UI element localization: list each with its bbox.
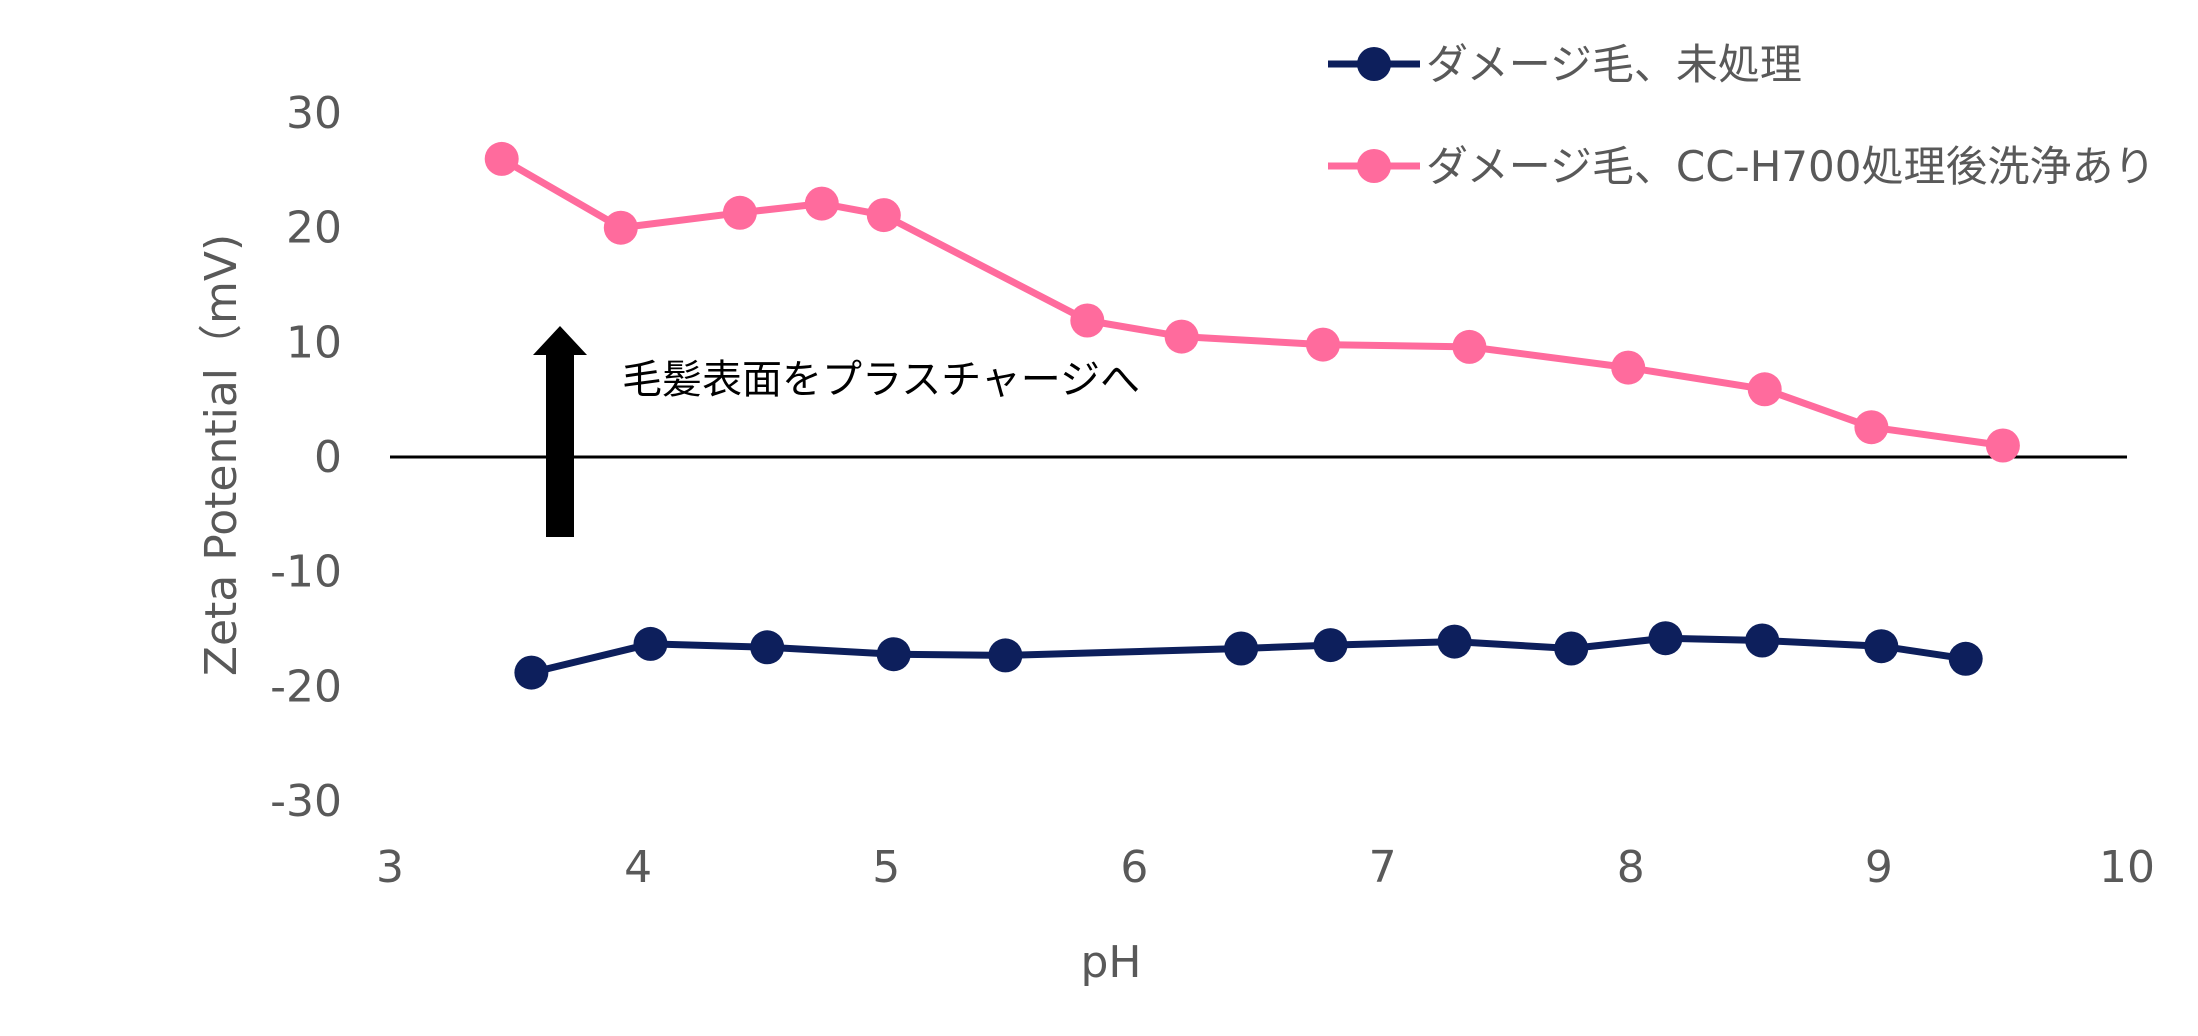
series-0 xyxy=(514,621,1983,690)
data-point xyxy=(603,210,638,245)
data-point xyxy=(1747,372,1782,407)
data-point xyxy=(988,638,1023,673)
y-axis-title: Zeta Potential（mV) xyxy=(196,234,247,676)
y-tick-label: -30 xyxy=(270,776,342,827)
up-arrow-icon xyxy=(533,326,587,537)
data-point xyxy=(866,198,901,233)
data-point xyxy=(1452,329,1487,364)
data-point xyxy=(750,630,785,665)
legend: ダメージ毛、未処理 ダメージ毛、CC-H700処理後洗浄あり xyxy=(1328,40,2155,191)
data-point xyxy=(1437,624,1472,659)
data-point xyxy=(1745,623,1780,658)
x-tick-label: 6 xyxy=(1120,842,1148,893)
data-point xyxy=(1306,327,1340,362)
legend-item-treated: ダメージ毛、CC-H700処理後洗浄あり xyxy=(1328,142,2155,191)
x-tick-label: 5 xyxy=(872,842,900,893)
y-tick-label: 10 xyxy=(286,317,342,368)
data-point xyxy=(1070,303,1105,338)
y-tick-label: -20 xyxy=(270,661,342,712)
y-tick-label: -10 xyxy=(270,547,342,598)
data-point xyxy=(1224,631,1259,666)
series-1 xyxy=(484,141,2020,463)
data-point xyxy=(1164,319,1199,354)
data-point xyxy=(876,637,911,672)
y-axis-tick-labels: 30 20 10 0 -10 -20 -30 xyxy=(270,88,342,827)
data-point xyxy=(1864,629,1899,664)
x-tick-label: 10 xyxy=(2099,842,2155,893)
x-axis-title: pH xyxy=(1080,937,1141,988)
data-point xyxy=(1313,628,1348,663)
annotation: 毛髪表面をプラスチャージへ xyxy=(533,326,1140,537)
data-point xyxy=(722,195,757,230)
legend-marker-treated xyxy=(1357,149,1391,183)
legend-item-untreated: ダメージ毛、未処理 xyxy=(1328,40,1802,89)
x-tick-label: 7 xyxy=(1369,842,1397,893)
data-point xyxy=(1611,350,1646,385)
x-tick-label: 9 xyxy=(1865,842,1893,893)
data-point xyxy=(514,655,549,690)
legend-label-untreated: ダメージ毛、未処理 xyxy=(1426,40,1802,89)
data-point xyxy=(1948,641,1983,676)
data-point xyxy=(1648,621,1683,656)
series-layer xyxy=(484,141,2020,690)
data-point xyxy=(633,626,668,661)
data-point xyxy=(1854,410,1889,445)
y-tick-label: 20 xyxy=(286,203,342,254)
legend-marker-untreated xyxy=(1357,47,1391,81)
y-tick-label: 30 xyxy=(286,88,342,139)
data-point xyxy=(804,186,839,221)
data-point xyxy=(1985,428,2020,463)
annotation-text: 毛髪表面をプラスチャージへ xyxy=(622,357,1140,403)
x-tick-label: 4 xyxy=(624,842,652,893)
x-tick-label: 8 xyxy=(1617,842,1645,893)
x-axis-tick-labels: 3 4 5 6 7 8 9 10 xyxy=(376,842,2155,893)
data-point xyxy=(484,141,519,176)
data-point xyxy=(1554,631,1589,666)
y-tick-label: 0 xyxy=(314,432,342,483)
legend-label-treated: ダメージ毛、CC-H700処理後洗浄あり xyxy=(1426,142,2155,191)
x-tick-label: 3 xyxy=(376,842,404,893)
